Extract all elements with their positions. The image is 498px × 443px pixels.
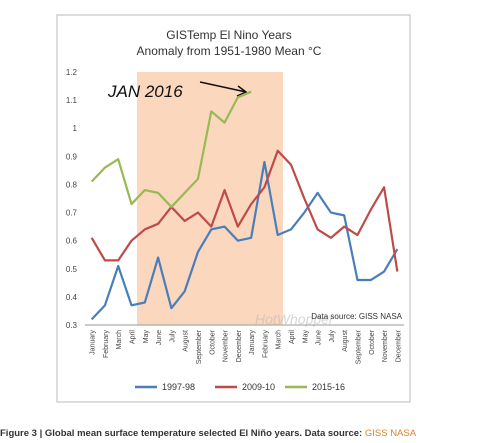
series-line (90, 149, 399, 272)
x-tick-label: November (382, 329, 389, 362)
y-tick-label: 0.9 (66, 152, 78, 161)
x-tick-label: May (302, 330, 309, 344)
y-tick-label: 1.2 (66, 68, 78, 77)
source-note: Data source: GISS NASA (311, 312, 402, 321)
y-tick-label: 0.3 (66, 321, 78, 330)
series-line (90, 90, 252, 209)
series-line (90, 160, 399, 321)
x-tick-label: December (395, 329, 402, 362)
caption-link[interactable]: GISS NASA (365, 428, 417, 439)
x-tick-label: April (130, 330, 137, 344)
y-tick-label: 0.4 (66, 293, 78, 302)
el-nino-shading (137, 72, 283, 325)
x-tick-label: October (209, 329, 216, 355)
x-tick-label: August (342, 330, 349, 352)
x-tick-label: February (103, 330, 110, 359)
chart-title: GISTemp El Nino Years (166, 28, 291, 42)
y-tick-label: 0.5 (66, 265, 78, 274)
annotation: JAN 2016 (107, 82, 183, 101)
legend-label: 2015-16 (312, 382, 345, 392)
y-tick-label: 0.8 (66, 180, 78, 189)
x-tick-label: January (249, 330, 256, 355)
caption: Figure 3 | Global mean surface temperatu… (0, 428, 417, 439)
x-tick-label: September (355, 329, 362, 364)
x-tick-label: April (289, 330, 296, 344)
x-tick-label: March (116, 330, 123, 350)
y-tick-label: 0.7 (66, 209, 78, 218)
y-tick-label: 1.1 (66, 96, 78, 105)
y-tick-label: 1 (73, 124, 78, 133)
y-tick-label: 0.6 (66, 237, 78, 246)
x-tick-label: May (143, 330, 150, 344)
x-tick-label: January (90, 330, 97, 355)
x-tick-label: December (236, 329, 243, 362)
x-tick-label: July (329, 330, 336, 343)
x-tick-label: June (156, 330, 163, 345)
legend-label: 2009-10 (242, 382, 275, 392)
x-tick-label: June (316, 330, 323, 345)
caption-text: Figure 3 | Global mean surface temperatu… (0, 428, 362, 439)
watermark: HotWhopper (255, 311, 335, 327)
legend-label: 1997-98 (162, 382, 195, 392)
x-tick-label: November (223, 329, 230, 362)
x-tick-label: October (369, 329, 376, 355)
x-tick-label: July (169, 330, 176, 343)
x-tick-label: August (183, 330, 190, 352)
chart-subtitle: Anomaly from 1951-1980 Mean °C (137, 44, 322, 58)
annotation-arrow (199, 81, 248, 97)
x-tick-label: March (276, 330, 283, 350)
x-tick-label: September (196, 329, 203, 364)
x-tick-label: February (262, 330, 269, 359)
